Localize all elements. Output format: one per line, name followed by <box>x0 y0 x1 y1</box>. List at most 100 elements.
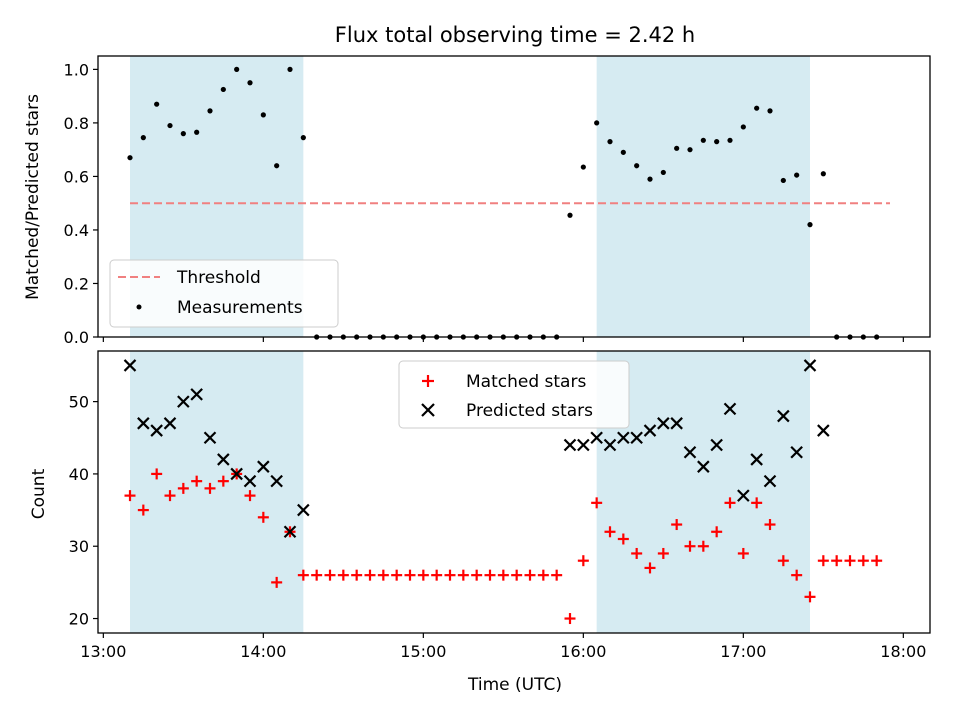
predicted-stars-point <box>817 424 830 437</box>
predicted-stars-point <box>563 438 577 452</box>
y-tick-label: 0.8 <box>64 114 89 133</box>
measurements-point <box>687 147 693 153</box>
matched-stars-point <box>324 569 336 581</box>
bottom-y-axis-label: Count <box>29 468 49 519</box>
measurements-point <box>780 177 786 184</box>
matched-stars-point <box>791 569 803 581</box>
matched-stars-point <box>444 569 456 581</box>
y-tick-label: 0.0 <box>64 328 89 347</box>
matched-stars-point <box>391 569 403 581</box>
measurements-point <box>140 135 146 141</box>
matched-stars-point <box>137 504 149 516</box>
y-tick-label: 0.2 <box>64 274 89 293</box>
measurements-point <box>300 135 306 141</box>
legend-predicted-label: Predicted stars <box>466 401 593 421</box>
top-x-ticks <box>102 337 904 342</box>
matched-stars-point <box>404 569 416 581</box>
measurements-point <box>594 120 600 126</box>
predicted-stars-point <box>617 431 630 445</box>
measurements-point <box>700 137 706 143</box>
observing-window-2 <box>596 351 810 633</box>
matched-stars-point <box>191 475 203 487</box>
predicted-stars-point <box>657 417 670 430</box>
predicted-stars-point <box>737 489 750 502</box>
predicted-stars-point <box>177 395 190 408</box>
matched-stars-point <box>497 569 509 581</box>
y-tick-label: 50 <box>69 393 89 412</box>
matched-stars-point <box>377 569 389 581</box>
measurements-point <box>287 66 293 72</box>
matched-stars-point <box>364 569 376 581</box>
matched-stars-point <box>871 555 883 567</box>
legend-predicted-swatch <box>421 403 435 417</box>
matched-stars-point <box>271 576 283 588</box>
matched-stars-point <box>617 533 629 545</box>
measurements-point <box>154 101 160 107</box>
legend-matched-label: Matched stars <box>466 372 586 392</box>
predicted-stars-point <box>790 445 803 459</box>
matched-stars-point <box>551 569 563 581</box>
measurements-point <box>674 145 680 151</box>
measurements-point <box>220 86 226 93</box>
measurements-point <box>247 80 253 86</box>
measurements-point <box>794 172 800 178</box>
predicted-stars-point <box>243 474 257 488</box>
measurements-point <box>714 139 720 145</box>
matched-stars-point <box>511 569 523 581</box>
predicted-stars-point <box>590 431 603 445</box>
predicted-stars-point <box>270 474 283 488</box>
bottom-x-ticks: 13:00 14:00 15:00 16:00 17:00 18:00 <box>80 633 926 661</box>
bottom-legend: Matched stars Predicted stars <box>398 360 630 429</box>
measurements-point <box>580 164 586 170</box>
matched-stars-point <box>124 490 136 502</box>
measurements-point <box>767 108 773 114</box>
predicted-stars-point <box>217 453 230 466</box>
y-tick-label: 40 <box>69 465 89 484</box>
predicted-stars-point <box>763 474 777 488</box>
predicted-stars-point <box>603 438 617 452</box>
matched-stars-point <box>417 569 429 581</box>
measurements-point <box>820 171 826 177</box>
matched-stars-point <box>204 482 216 494</box>
y-tick-label: 30 <box>69 537 89 556</box>
matched-stars-point <box>724 497 736 509</box>
predicted-stars-point <box>630 431 643 445</box>
matched-stars-point <box>857 555 869 567</box>
matched-stars-point <box>737 547 749 559</box>
x-tick-label: 14:00 <box>240 642 286 661</box>
predicted-stars-point <box>750 453 763 466</box>
matched-stars-point <box>337 569 349 581</box>
measurements-point <box>127 155 133 161</box>
matched-stars-point <box>311 569 323 581</box>
matched-stars-point <box>351 569 363 581</box>
matched-stars-point <box>297 569 309 581</box>
predicted-stars-point <box>670 417 683 430</box>
measurements-point <box>260 112 266 118</box>
matched-stars-point <box>831 555 843 567</box>
measurements-point <box>607 139 613 145</box>
matched-stars-point <box>671 519 683 531</box>
measurements-point <box>807 222 813 228</box>
measurements-point <box>180 131 186 137</box>
matched-stars-point <box>577 555 589 567</box>
measurements-point <box>234 66 240 72</box>
matched-stars-point <box>684 540 696 552</box>
observing-window-1 <box>130 351 304 633</box>
top-legend-box <box>109 259 339 328</box>
bottom-axes-frame <box>97 350 931 634</box>
matched-stars-point <box>697 540 709 552</box>
predicted-stars-point <box>163 417 177 430</box>
matched-stars-point <box>817 555 829 567</box>
legend-matched-swatch <box>422 375 434 387</box>
predicted-stars-point <box>203 431 217 445</box>
predicted-stars-point <box>190 388 203 401</box>
legend-threshold-label: Threshold <box>176 268 261 288</box>
matched-stars-point <box>751 497 763 509</box>
predicted-stars-point <box>577 438 590 452</box>
measurements-point <box>647 176 653 182</box>
bottom-plot-area <box>123 359 883 625</box>
matched-stars-point <box>844 555 856 567</box>
x-tick-label: 16:00 <box>560 642 606 661</box>
x-tick-label: 18:00 <box>880 642 926 661</box>
